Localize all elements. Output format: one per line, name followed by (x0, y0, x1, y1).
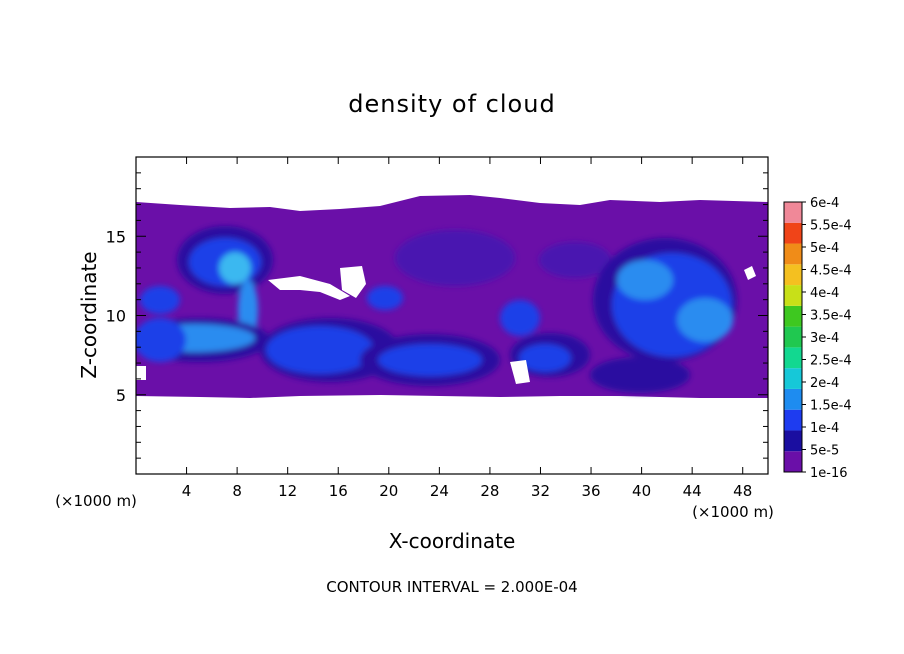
colorbar-swatch (784, 285, 802, 306)
y-tick-label: 5 (116, 386, 126, 405)
x-tick-label: 24 (430, 482, 449, 500)
x-tick-label: 48 (733, 482, 752, 500)
colorbar-label: 2.5e-4 (810, 354, 852, 369)
colorbar-swatch (784, 347, 802, 369)
x-tick-label: 44 (683, 482, 702, 500)
colorbar-swatch (784, 326, 802, 348)
colorbar-swatch (784, 243, 802, 265)
x-tick-label: 36 (581, 482, 600, 500)
x-tick-label: 40 (632, 482, 651, 500)
colorbar: 1e-16 5e-5 1e-4 1.5e-4 2e-4 2.5e-4 3e-4 3.5e-4 4… (783, 196, 852, 481)
contour-interval-note: CONTOUR INTERVAL = 2.000E-04 (326, 578, 577, 596)
x-tick-label: 32 (531, 482, 550, 500)
colorbar-label: 1.5e-4 (810, 399, 852, 414)
colorbar-swatch (784, 409, 802, 431)
plot-area (136, 157, 768, 474)
colorbar-label: 2e-4 (810, 376, 839, 391)
x-axis-tick-labels: 4 8 12 16 20 24 28 32 36 40 44 48 (182, 482, 752, 500)
cloud-gaps (136, 266, 756, 384)
x-tick-label: 16 (329, 482, 348, 500)
colorbar-label: 1e-4 (810, 421, 839, 436)
colorbar-label: 6e-4 (810, 196, 839, 211)
y-tick-label: 10 (106, 307, 126, 326)
x-tick-label: 28 (480, 482, 499, 500)
cloud-structures (136, 226, 737, 393)
x-tick-label: 12 (278, 482, 297, 500)
x-tick-label: 20 (379, 482, 398, 500)
colorbar-swatch (784, 222, 802, 244)
colorbar-swatch (784, 264, 802, 286)
colorbar-label: 4.5e-4 (810, 264, 852, 279)
colorbar-swatch (784, 202, 802, 223)
colorbar-label: 5.5e-4 (810, 219, 852, 234)
y-tick-label: 15 (106, 227, 126, 246)
colorbar-label: 5e-5 (810, 444, 839, 459)
y-axis-label: Z-coordinate (77, 251, 101, 378)
x-axis-label: X-coordinate (389, 529, 516, 553)
chart-title: density of cloud (348, 90, 555, 118)
x-axis-ticks (186, 157, 744, 474)
y-axis-ticks (136, 172, 768, 459)
x-unit-label-right: (×1000 m) (692, 503, 774, 521)
colorbar-swatch (784, 451, 802, 472)
x-tick-label: 8 (232, 482, 242, 500)
x-tick-label: 4 (182, 482, 192, 500)
colorbar-label: 5e-4 (810, 241, 839, 256)
colorbar-swatch (784, 430, 802, 452)
colorbar-label: 3e-4 (810, 331, 839, 346)
colorbar-label: 4e-4 (810, 286, 839, 301)
x-unit-label-left: (×1000 m) (55, 492, 137, 510)
colorbar-label: 1e-16 (810, 466, 848, 481)
colorbar-label: 3.5e-4 (810, 309, 852, 324)
colorbar-swatch (784, 368, 802, 389)
colorbar-swatch (784, 305, 802, 327)
y-axis-tick-labels: 5 10 15 (106, 227, 126, 405)
colorbar-swatch (784, 388, 802, 410)
